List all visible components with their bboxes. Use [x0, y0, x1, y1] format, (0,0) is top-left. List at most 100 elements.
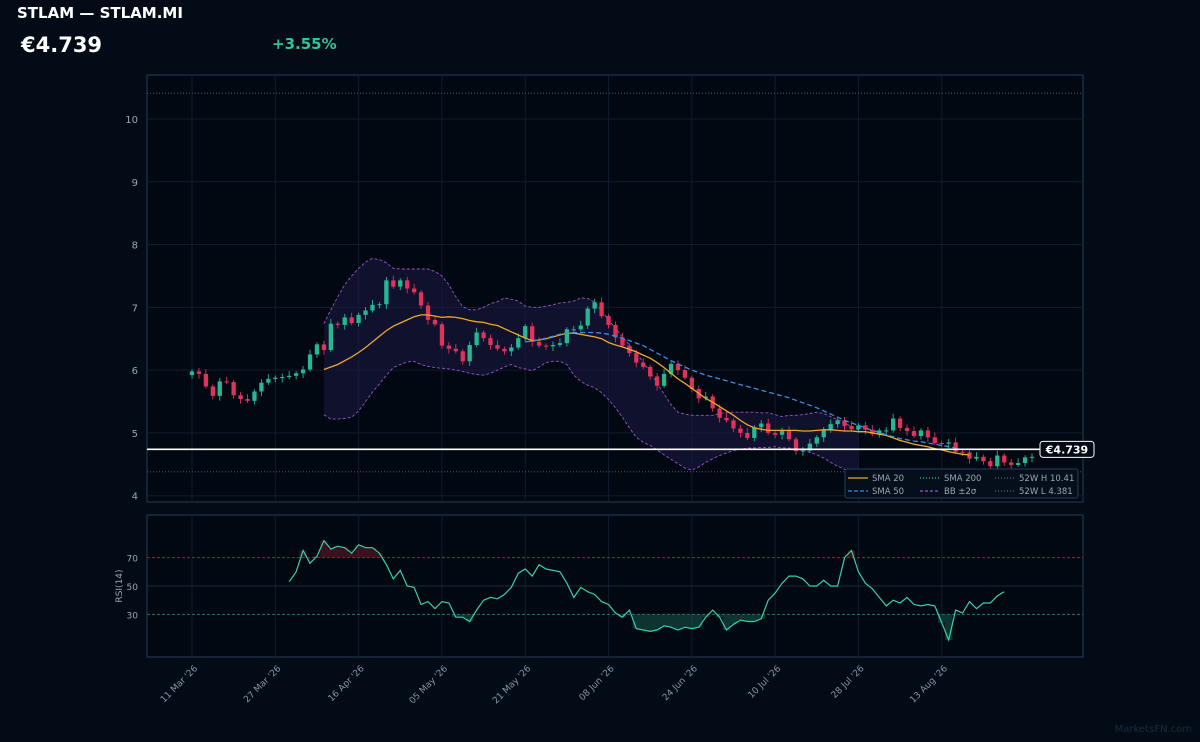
candle — [717, 404, 722, 423]
candle-body — [897, 418, 903, 428]
candle-body — [217, 381, 222, 396]
candle-body — [918, 430, 924, 437]
candle-body — [363, 310, 368, 315]
candle-body — [654, 376, 660, 386]
candle-body — [252, 391, 257, 401]
candle-body — [779, 431, 785, 435]
price-y-tick-label: 7 — [132, 303, 138, 314]
sma50-line — [525, 331, 956, 449]
candle — [675, 360, 681, 375]
candle — [939, 440, 944, 448]
candle — [252, 389, 257, 405]
candle-body — [210, 386, 215, 396]
last-price-tag — [1039, 440, 1095, 458]
candle — [918, 428, 924, 440]
candle — [363, 307, 368, 320]
candle-body — [280, 377, 285, 379]
candle-body — [960, 451, 965, 453]
candle-body — [266, 378, 271, 383]
candle — [592, 298, 597, 314]
candle-body — [807, 443, 813, 451]
candle — [370, 300, 375, 313]
candle — [516, 333, 521, 350]
x-tick-label: 10 Jul '26 — [747, 664, 784, 701]
candle-body — [536, 341, 542, 346]
candle — [439, 322, 445, 350]
candle-body — [641, 362, 646, 367]
candle — [550, 341, 556, 351]
candle-body — [870, 429, 875, 435]
candle — [904, 424, 910, 436]
candle — [779, 427, 785, 440]
candle — [995, 450, 1000, 469]
candle-body — [356, 314, 361, 324]
candle-body — [800, 450, 806, 452]
candle — [509, 344, 514, 357]
candle-body — [724, 417, 729, 421]
candle — [488, 334, 493, 350]
rsi-y-tick-label: 70 — [127, 555, 139, 565]
candle-body — [557, 343, 563, 346]
candle — [1022, 455, 1028, 467]
candle — [259, 379, 264, 397]
candle-body — [523, 326, 528, 339]
legend-label: 52W H 10.41 — [1019, 474, 1074, 484]
candle — [925, 426, 931, 443]
candle-body — [530, 326, 535, 342]
candle-body — [745, 432, 750, 438]
candle-body — [1022, 457, 1028, 464]
candle-body — [384, 280, 389, 305]
candle — [772, 430, 778, 439]
candle-body — [488, 338, 493, 346]
candle — [231, 379, 236, 399]
candle-body — [238, 395, 243, 400]
price-panel — [146, 74, 1084, 503]
candle-body — [821, 430, 826, 438]
candle-body — [849, 426, 854, 430]
candle-body — [349, 317, 354, 324]
candle-body — [502, 348, 507, 352]
candle — [891, 413, 896, 433]
candle — [599, 297, 604, 319]
candle — [502, 346, 507, 355]
candle-body — [599, 302, 604, 317]
candle-body — [328, 323, 333, 351]
candle-body — [814, 437, 819, 444]
candle — [245, 394, 250, 404]
candle-body — [877, 430, 882, 435]
candle — [863, 421, 868, 435]
candle — [648, 364, 653, 380]
candle-body — [224, 381, 229, 383]
candle — [585, 306, 590, 330]
legend-box — [844, 468, 1079, 499]
candle — [731, 418, 736, 432]
candle-body — [911, 431, 917, 437]
candle — [745, 428, 750, 441]
candle-body — [411, 288, 417, 293]
candle-body — [974, 456, 979, 459]
watermark: MarketsFN.com — [1114, 724, 1192, 735]
candle-body — [342, 317, 347, 325]
candle-body — [904, 427, 910, 432]
legend-label: BB ±2σ — [944, 487, 977, 497]
candle-body — [967, 452, 972, 459]
candle — [314, 342, 320, 358]
candle-body — [453, 348, 458, 352]
candle — [1002, 453, 1007, 466]
price-change: +3.55% — [272, 35, 337, 53]
candle-body — [495, 345, 500, 349]
candle — [911, 426, 917, 439]
candle — [786, 426, 792, 442]
candle — [856, 423, 861, 433]
candle-body — [578, 325, 583, 330]
candle-body — [245, 399, 250, 401]
price-y-tick-label: 4 — [132, 492, 138, 503]
candle — [793, 437, 799, 455]
candle — [307, 349, 313, 372]
candle-body — [939, 442, 944, 444]
candle-body — [377, 304, 382, 306]
candle-body — [300, 369, 306, 374]
x-tick-label: 21 May '26 — [491, 664, 533, 706]
rsi-y-tick-label: 30 — [127, 611, 139, 621]
